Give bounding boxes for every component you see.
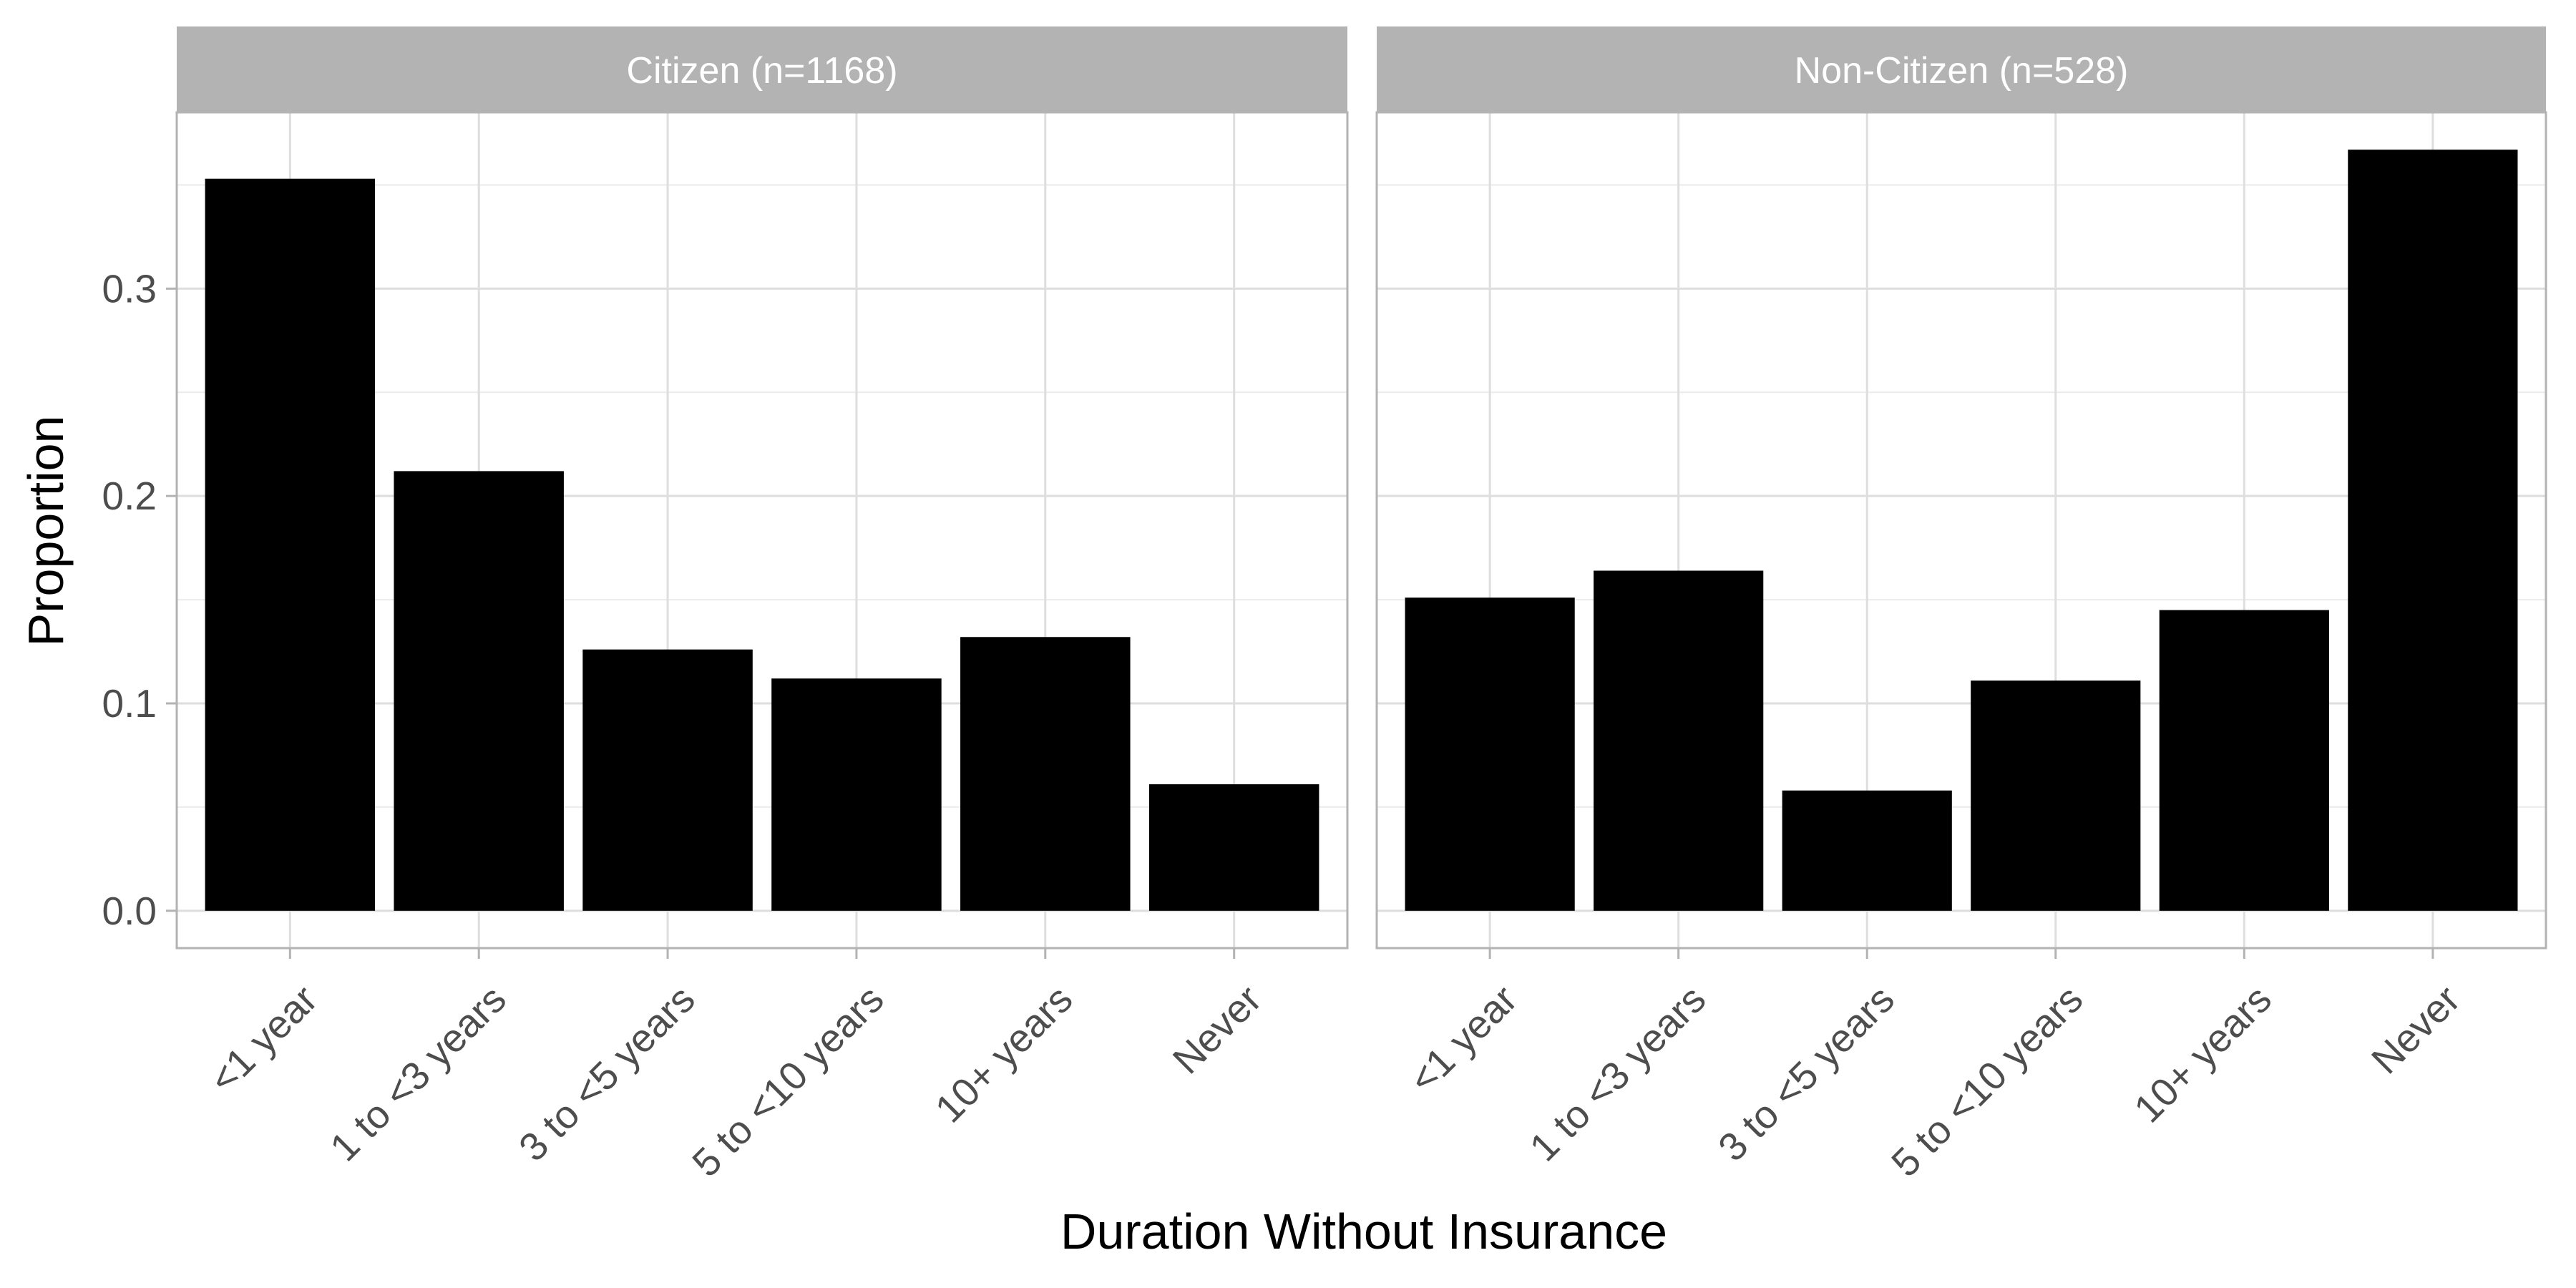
bar: [582, 649, 753, 911]
bar: [1782, 790, 1952, 911]
y-axis: 0.0 0.1 0.2 0.3: [102, 266, 177, 933]
y-axis-title: Proportion: [18, 416, 74, 647]
x-tick-label: 1 to <3 years: [1521, 977, 1714, 1170]
facet-strip: [1377, 26, 2546, 112]
x-tick-label: Never: [1164, 977, 1270, 1083]
y-tick-label: 0.0: [102, 889, 157, 933]
bar: [2159, 610, 2329, 911]
bar: [1405, 597, 1575, 911]
y-tick-label: 0.2: [102, 474, 157, 518]
x-tick-label: <1 year: [200, 977, 326, 1102]
x-tick-label: 5 to <10 years: [683, 977, 892, 1185]
x-tick-label: 1 to <3 years: [321, 977, 514, 1170]
y-tick-label: 0.3: [102, 266, 157, 311]
x-tick-label: <1 year: [1400, 977, 1526, 1102]
y-tick-label: 0.1: [102, 681, 157, 726]
bar: [1148, 784, 1319, 911]
facet-strip: [177, 26, 1347, 112]
x-tick-label: 3 to <5 years: [1709, 977, 1903, 1170]
x-axis-title: Duration Without Insurance: [1060, 1204, 1667, 1259]
bar: [1594, 570, 1764, 911]
bar: [394, 471, 564, 911]
facet-title: Non-Citizen (n=528): [1795, 50, 2129, 92]
bar: [205, 178, 376, 911]
x-tick-label: Never: [2363, 977, 2469, 1083]
x-tick-label: 10+ years: [927, 977, 1081, 1131]
facet-title: Citizen (n=1168): [626, 50, 897, 92]
x-tick-label: 10+ years: [2125, 977, 2280, 1131]
bar: [1971, 680, 2141, 911]
x-tick-label: 5 to <10 years: [1883, 977, 2091, 1185]
x-tick-label: 3 to <5 years: [510, 977, 703, 1170]
bar: [2348, 150, 2518, 911]
bar: [960, 637, 1131, 911]
bar: [771, 678, 942, 911]
